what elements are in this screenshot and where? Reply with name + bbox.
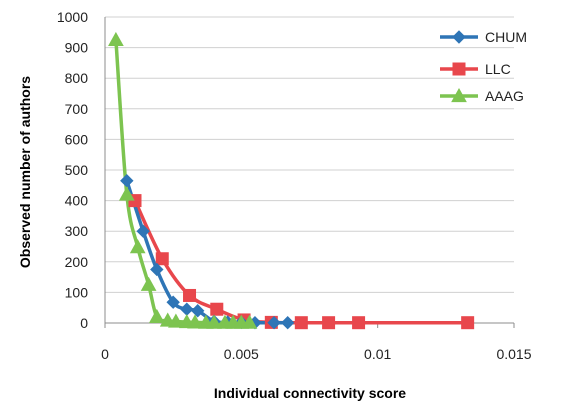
triangle-marker: [140, 276, 157, 291]
legend-diamond-marker: [452, 30, 466, 44]
x-tick-label: 0: [101, 346, 109, 362]
y-tick-label: 400: [65, 193, 89, 209]
x-axis-title: Individual connectivity score: [214, 385, 406, 401]
diamond-marker: [180, 302, 194, 316]
square-marker: [210, 302, 224, 316]
y-tick-label: 1000: [57, 9, 88, 25]
square-marker: [352, 316, 366, 330]
y-tick-label: 800: [65, 70, 89, 86]
y-tick-label: 0: [80, 315, 88, 331]
triangle-marker: [241, 314, 258, 329]
square-marker: [322, 316, 336, 330]
x-tick-labels: 0 0.005 0.01 0.015: [101, 346, 532, 362]
triangle-marker: [129, 239, 146, 254]
gridlines: [105, 16, 514, 293]
diamond-marker: [150, 262, 164, 277]
square-marker: [461, 316, 475, 330]
triangle-marker: [118, 186, 135, 201]
legend-label-aaag: AAAG: [485, 88, 524, 104]
square-marker: [294, 316, 308, 330]
diamond-marker: [166, 295, 180, 309]
y-tick-label: 500: [65, 162, 89, 178]
y-tick-label: 100: [65, 284, 89, 300]
legend-label-llc: LLC: [485, 61, 511, 77]
legend-square-marker: [452, 62, 466, 76]
y-tick-label: 600: [65, 131, 89, 147]
y-tick-labels: 0 100 200 300 400 500 600 700 800 900 1000: [57, 9, 88, 331]
legend-triangle-marker: [451, 87, 467, 103]
legend-label-chum: CHUM: [485, 29, 527, 45]
diamond-marker: [267, 315, 281, 330]
y-tick-label: 900: [65, 40, 89, 56]
y-tick-label: 700: [65, 101, 89, 117]
legend: CHUM LLC AAAG: [440, 29, 527, 104]
y-axis-title: Observed number of authors: [17, 76, 33, 268]
square-marker: [155, 252, 169, 266]
x-tick-label: 0.015: [496, 346, 531, 362]
x-tick-label: 0.005: [224, 346, 259, 362]
x-tick-label: 0.01: [364, 346, 391, 362]
diamond-marker: [190, 304, 205, 318]
diamond-marker: [136, 224, 150, 238]
triangle-marker: [168, 313, 184, 328]
y-tick-label: 200: [65, 254, 89, 270]
diamond-marker: [120, 174, 134, 188]
series-lines: [114, 38, 470, 325]
triangle-marker: [108, 31, 124, 47]
series-line-aaag: [114, 38, 252, 325]
series-markers: [108, 31, 475, 330]
triangle-marker: [148, 308, 165, 323]
y-tick-label: 300: [65, 223, 89, 239]
triangle-marker: [187, 314, 203, 329]
diamond-marker: [280, 315, 295, 330]
square-marker: [183, 288, 197, 302]
triangle-marker: [206, 314, 222, 329]
